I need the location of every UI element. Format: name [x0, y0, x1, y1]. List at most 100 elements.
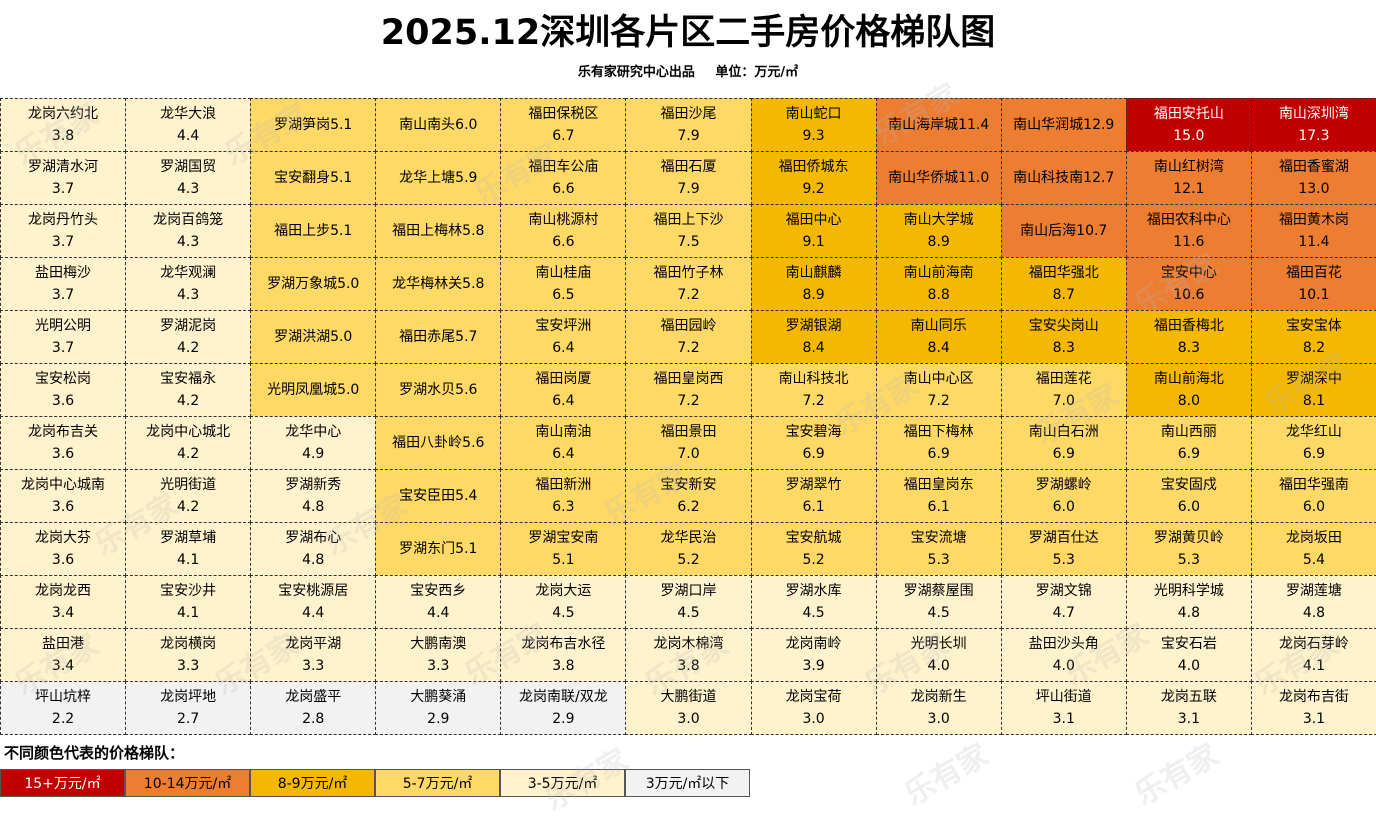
district-cell: 宝安松岗 3.6 — [0, 363, 127, 417]
district-cell: 龙岗石芽岭 4.1 — [1250, 628, 1376, 682]
district-price: 4.3 — [176, 181, 200, 197]
chart-title: 2025.12深圳各片区二手房价格梯队图 — [380, 13, 996, 53]
district-name: 福田新洲 — [535, 477, 592, 493]
district-name: 南山海岸城 — [888, 117, 959, 133]
district-cell: 福田八卦岭5.6 — [375, 416, 502, 470]
district-price: 3.6 — [51, 446, 75, 462]
district-name: 南山西丽 — [1160, 424, 1217, 440]
district-cell: 罗湖莲塘 4.8 — [1250, 575, 1376, 629]
district-name: 坪山坑梓 — [35, 689, 92, 705]
district-price: 3.7 — [51, 234, 75, 250]
district-price: 8.9 — [927, 234, 950, 250]
district-price: 3.3 — [302, 658, 325, 674]
district-name: 南山桂庙 — [535, 265, 592, 281]
district-cell: 大鹏南澳 3.3 — [375, 628, 502, 682]
district-cell: 福田安托山 15.0 — [1125, 98, 1252, 152]
district-name: 罗湖布心 — [285, 530, 342, 546]
district-name: 福田皇岗东 — [903, 477, 974, 493]
district-name: 光明凤凰城 — [267, 382, 338, 398]
district-name: 罗湖万象城 — [267, 276, 338, 292]
district-cell: 龙岗中心城南 3.6 — [0, 469, 127, 523]
district-name: 龙岗新生 — [910, 689, 967, 705]
district-price: 4.8 — [302, 552, 325, 568]
district-cell: 南山前海北 8.0 — [1125, 363, 1252, 417]
district-price: 5.1 — [330, 223, 353, 239]
district-name: 龙岗平湖 — [285, 636, 342, 652]
district-name: 盐田港 — [42, 636, 85, 652]
chart-subtitle: 乐有家研究中心出品 单位：万元/㎡ — [0, 61, 1376, 80]
district-price: 3.6 — [51, 499, 75, 515]
district-name: 宝安翻身 — [274, 170, 331, 186]
district-name: 罗湖文锦 — [1035, 583, 1092, 599]
district-price: 3.1 — [1177, 711, 1200, 727]
district-price: 5.8 — [462, 276, 485, 292]
district-name: 福田下梅林 — [903, 424, 974, 440]
legend-item-10-14: 10-14万元/㎡ — [125, 769, 250, 797]
district-price: 8.8 — [927, 287, 950, 303]
district-cell: 龙岗布吉水径 3.8 — [500, 628, 627, 682]
district-cell: 南山桃源村 6.6 — [500, 204, 627, 258]
district-price: 4.1 — [176, 605, 200, 621]
district-name: 福田竹子林 — [653, 265, 724, 281]
district-price: 4.4 — [427, 605, 450, 621]
district-price: 5.3 — [1052, 552, 1075, 568]
district-name: 南山科技南 — [1013, 170, 1084, 186]
district-cell: 大鹏街道 3.0 — [625, 681, 752, 735]
district-price: 7.0 — [1052, 393, 1075, 409]
district-price: 9.3 — [802, 128, 825, 144]
district-price: 4.8 — [1177, 605, 1200, 621]
district-cell: 宝安流塘 5.3 — [875, 522, 1002, 576]
district-price: 4.5 — [802, 605, 825, 621]
district-name: 光明公明 — [35, 318, 92, 334]
district-name: 宝安沙井 — [160, 583, 217, 599]
district-name: 罗湖洪湖 — [274, 329, 331, 345]
district-price: 5.0 — [330, 329, 353, 345]
district-price: 4.1 — [1302, 658, 1326, 674]
district-price: 13.0 — [1298, 181, 1330, 197]
district-price: 8.3 — [1052, 340, 1075, 356]
district-name: 罗湖水库 — [785, 583, 842, 599]
district-cell: 龙华中心 4.9 — [250, 416, 377, 470]
district-price: 12.1 — [1173, 181, 1205, 197]
district-price: 5.6 — [462, 435, 485, 451]
district-cell: 宝安固戍 6.0 — [1125, 469, 1252, 523]
district-name: 龙岗丹竹头 — [28, 212, 99, 228]
district-name: 罗湖东门 — [399, 541, 456, 557]
district-name: 福田皇岗西 — [653, 371, 724, 387]
district-price: 4.0 — [1052, 658, 1075, 674]
district-cell: 福田园岭 7.2 — [625, 310, 752, 364]
district-name: 宝安石岩 — [1160, 636, 1217, 652]
district-cell: 宝安新安 6.2 — [625, 469, 752, 523]
district-name: 龙岗木棉湾 — [653, 636, 724, 652]
district-name: 龙岗宝荷 — [785, 689, 842, 705]
district-cell: 盐田梅沙 3.7 — [0, 257, 127, 311]
district-name: 龙岗布吉关 — [28, 424, 99, 440]
district-price: 6.6 — [552, 234, 575, 250]
district-cell: 南山桂庙 6.5 — [500, 257, 627, 311]
district-price: 4.1 — [176, 552, 200, 568]
district-name: 宝安新安 — [660, 477, 717, 493]
district-cell: 龙岗南联/双龙 2.9 — [500, 681, 627, 735]
district-name: 罗湖泥岗 — [160, 318, 217, 334]
district-cell: 罗湖草埔 4.1 — [125, 522, 252, 576]
district-name: 福田侨城东 — [778, 159, 849, 175]
district-name: 南山麒麟 — [785, 265, 842, 281]
district-cell: 罗湖蔡屋围 4.5 — [875, 575, 1002, 629]
district-price: 6.0 — [455, 117, 478, 133]
district-name: 南山前海北 — [1153, 371, 1224, 387]
district-cell: 福田中心 9.1 — [750, 204, 877, 258]
district-name: 南山后海 — [1020, 223, 1077, 239]
district-price: 6.0 — [1052, 499, 1075, 515]
district-name: 龙岗布吉水径 — [521, 636, 606, 652]
district-cell: 盐田沙头角 4.0 — [1000, 628, 1127, 682]
district-name: 南山桃源村 — [528, 212, 599, 228]
district-price: 3.3 — [427, 658, 450, 674]
district-name: 福田景田 — [660, 424, 717, 440]
district-cell: 宝安尖岗山 8.3 — [1000, 310, 1127, 364]
district-name: 南山红树湾 — [1153, 159, 1224, 175]
district-name: 龙华大浪 — [160, 106, 217, 122]
district-price: 8.9 — [802, 287, 825, 303]
district-cell: 罗湖东门5.1 — [375, 522, 502, 576]
district-name: 龙岗大运 — [535, 583, 592, 599]
district-name: 罗湖笋岗 — [274, 117, 331, 133]
